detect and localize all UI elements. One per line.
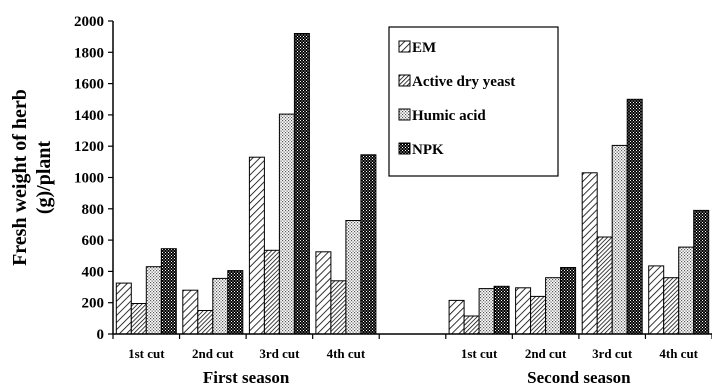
bar-npk-4 [493, 285, 510, 335]
bar-em-2 [248, 156, 265, 335]
bar-humic-acid-1 [212, 277, 229, 335]
y-tick-label: 0 [97, 327, 105, 343]
x-tick-label: 1st cut [128, 346, 165, 361]
legend-swatch [398, 108, 411, 121]
bar-active-dry-yeast-3 [330, 280, 347, 335]
legend-label: EM [412, 40, 436, 56]
y-tick-label: 1600 [74, 77, 104, 93]
legend-swatch [398, 74, 411, 87]
group-label: Second season [527, 368, 631, 387]
legend-label: Active dry yeast [412, 74, 515, 90]
x-tick-label: 2nd cut [525, 346, 567, 361]
legend-label: Humic acid [412, 108, 486, 124]
plot-area [115, 33, 710, 335]
axis-labels: 1st cut 2nd cut 3rd cut 4th cut First season… [9, 14, 699, 387]
group-label: First season [203, 368, 290, 387]
bar-em-6 [581, 172, 598, 335]
y-tick-label: 1800 [74, 45, 104, 61]
bar-em-3 [315, 251, 332, 335]
legend-swatch [398, 142, 411, 155]
bar-npk-0 [160, 248, 177, 335]
bar-active-dry-yeast-1 [197, 310, 214, 335]
y-tick-label: 800 [82, 202, 105, 218]
bar-npk-2 [293, 33, 310, 335]
bar-active-dry-yeast-5 [530, 295, 547, 335]
y-axis-label-line: Fresh weight of herb [9, 89, 31, 266]
x-tick-label: 3rd cut [592, 346, 633, 361]
bar-humic-acid-4 [478, 288, 495, 335]
x-tick-label: 1st cut [461, 346, 498, 361]
bar-humic-acid-7 [678, 246, 695, 335]
y-tick-label: 200 [82, 296, 105, 312]
bar-npk-6 [626, 98, 643, 335]
y-axis-label: Fresh weight of herb (g)/plant [9, 89, 55, 266]
y-tick-label: 1200 [74, 139, 104, 155]
bar-em-4 [448, 299, 465, 335]
legend: EM Active dry yeast Humic acid NPK [388, 26, 559, 177]
bar-active-dry-yeast-0 [130, 303, 147, 335]
x-tick-label: 4th cut [659, 346, 698, 361]
bar-em-1 [182, 289, 199, 335]
bar-npk-5 [560, 267, 577, 335]
legend-box [388, 26, 559, 177]
bar-humic-acid-6 [611, 144, 628, 335]
legend-swatch [398, 40, 411, 53]
bar-active-dry-yeast-6 [596, 236, 613, 335]
bar-active-dry-yeast-4 [463, 315, 480, 335]
x-tick-label: 3rd cut [259, 346, 300, 361]
bar-em-0 [115, 282, 132, 335]
bar-npk-1 [227, 270, 244, 335]
bar-humic-acid-2 [278, 113, 295, 335]
y-tick-label: 2000 [74, 14, 104, 30]
bar-active-dry-yeast-2 [263, 249, 280, 335]
y-tick-label: 600 [82, 233, 105, 249]
y-tick-label: 1000 [74, 171, 104, 187]
bar-npk-3 [360, 154, 377, 335]
bar-humic-acid-5 [545, 277, 562, 335]
bar-humic-acid-0 [145, 266, 162, 335]
y-axis-label-line: (g)/plant [33, 140, 55, 214]
y-tick-label: 1400 [74, 108, 104, 124]
bar-humic-acid-3 [345, 220, 362, 335]
axes [108, 20, 712, 339]
y-tick-label: 400 [82, 264, 105, 280]
bar-active-dry-yeast-7 [663, 277, 680, 335]
bar-em-5 [515, 287, 532, 335]
bar-npk-7 [693, 209, 710, 335]
x-tick-label: 2nd cut [192, 346, 234, 361]
bar-em-7 [648, 265, 665, 335]
x-tick-label: 4th cut [327, 346, 366, 361]
legend-label: NPK [412, 142, 444, 158]
